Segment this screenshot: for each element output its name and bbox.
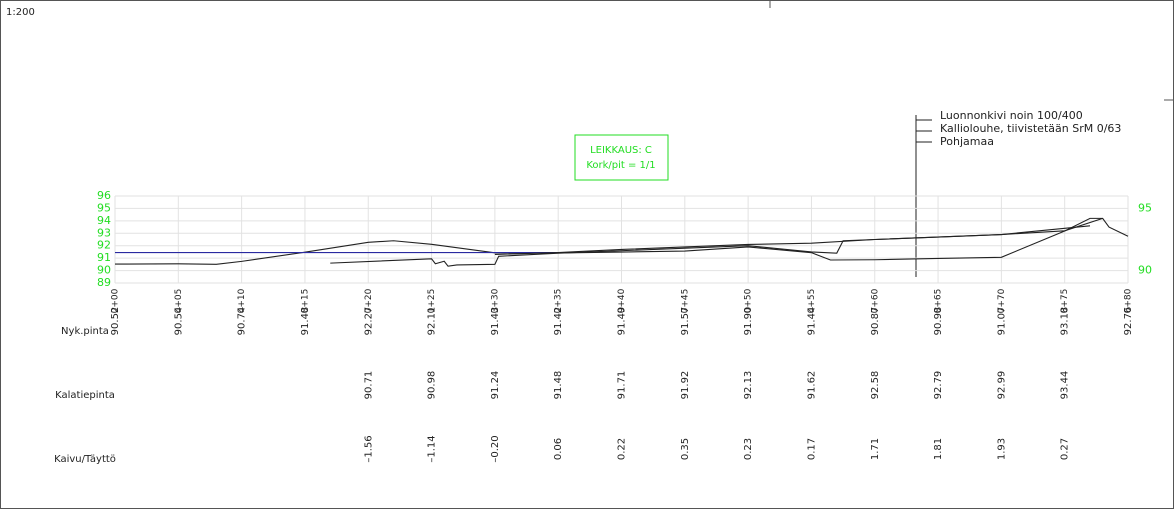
x-tick-label: 0+10 — [237, 288, 247, 313]
row-value: 91.24 — [490, 371, 501, 400]
x-tick-label: 0+35 — [554, 289, 564, 314]
profile-line — [114, 217, 1129, 265]
x-tick-label: 0+15 — [300, 289, 310, 314]
row-value: 0.23 — [743, 438, 754, 460]
profile-line — [330, 217, 1103, 267]
row-value: 92.27 — [363, 307, 374, 336]
scale-label: 1:200 — [6, 7, 35, 18]
row-value: 92.79 — [933, 371, 944, 400]
row-value: 1.93 — [996, 438, 1007, 460]
row-value: 92.76 — [1123, 307, 1134, 336]
callout: Kalliolouhe, tiivistetään SrM 0/63 — [940, 122, 1121, 135]
row-value: 1.81 — [933, 438, 944, 460]
callout: Luonnonkivi noin 100/400 — [940, 109, 1083, 122]
x-tick-label: 0+00 — [111, 288, 121, 313]
row-value: 0.06 — [553, 438, 564, 460]
row-value: 91.92 — [680, 371, 691, 400]
row-value: 0.35 — [680, 438, 691, 460]
row-value: 91.48 — [300, 307, 311, 336]
y2-tick-label: 95 — [1138, 201, 1152, 214]
row-value: 90.87 — [870, 307, 881, 336]
row-value: 91.07 — [996, 307, 1007, 336]
section-ratio: Kork/pit = 1/1 — [586, 160, 655, 171]
row-value: 90.98 — [933, 307, 944, 336]
row-value: 90.98 — [427, 371, 438, 400]
row-value: 91.90 — [743, 307, 754, 336]
y-tick-label: 95 — [97, 201, 111, 214]
x-tick-label: 0+30 — [490, 288, 500, 313]
x-tick-label: 0+55 — [807, 289, 817, 314]
row-value: 90.54 — [173, 307, 184, 336]
y-tick-label: 91 — [97, 251, 111, 264]
row-value: 92.13 — [743, 371, 754, 400]
y-tick-label: 90 — [97, 264, 111, 277]
row-value: 0.17 — [806, 438, 817, 460]
row-value: 93.18 — [1060, 307, 1071, 336]
section-box — [574, 134, 669, 181]
row-value: –1.14 — [427, 435, 438, 462]
row-value: 91.71 — [617, 371, 628, 400]
row-value: 91.49 — [617, 307, 628, 336]
row-value: 92.11 — [427, 307, 438, 336]
profile-line — [494, 225, 1091, 255]
y-tick-label: 92 — [97, 239, 111, 252]
callout: Pohjamaa — [940, 135, 994, 148]
y-tick-label: 93 — [97, 226, 111, 239]
x-tick-label: 0+45 — [680, 289, 690, 314]
y-tick-label: 96 — [97, 189, 111, 202]
x-tick-label: 0+70 — [997, 288, 1007, 313]
row-value: 91.43 — [490, 307, 501, 336]
row-value: 0.27 — [1060, 438, 1071, 460]
y-tick-label: 94 — [97, 214, 111, 227]
row-value: 91.57 — [680, 307, 691, 336]
row-value: 1.71 — [870, 438, 881, 460]
row-value: 0.22 — [617, 438, 628, 460]
x-tick-label: 0+05 — [174, 289, 184, 314]
row-value: 92.58 — [870, 371, 881, 400]
x-tick-label: 0+80 — [1124, 288, 1134, 313]
row-value: 90.52 — [110, 307, 121, 336]
row-value: –0.20 — [490, 435, 501, 462]
x-tick-label: 0+50 — [744, 288, 754, 313]
row-label: Nyk.pinta — [61, 326, 109, 337]
row-label: Kalatiepinta — [55, 390, 115, 401]
row-value: 90.71 — [363, 371, 374, 400]
row-value: 91.48 — [553, 371, 564, 400]
x-tick-label: 0+40 — [617, 288, 627, 313]
x-tick-label: 0+25 — [427, 289, 437, 314]
row-value: 90.74 — [237, 307, 248, 336]
row-value: 93.44 — [1060, 371, 1071, 400]
y2-tick-label: 90 — [1138, 264, 1152, 277]
row-value: 91.62 — [806, 371, 817, 400]
x-tick-label: 0+20 — [364, 288, 374, 313]
row-label: Kaivu/Täyttö — [54, 454, 116, 465]
x-tick-label: 0+60 — [870, 288, 880, 313]
x-tick-label: 0+65 — [934, 289, 944, 314]
section-title: LEIKKAUS: C — [590, 145, 652, 156]
y-tick-label: 89 — [97, 276, 111, 289]
row-value: –1.56 — [363, 435, 374, 462]
row-value: 92.99 — [996, 371, 1007, 400]
row-value: 91.44 — [806, 307, 817, 336]
x-tick-label: 0+75 — [1060, 289, 1070, 314]
row-value: 91.42 — [553, 307, 564, 336]
